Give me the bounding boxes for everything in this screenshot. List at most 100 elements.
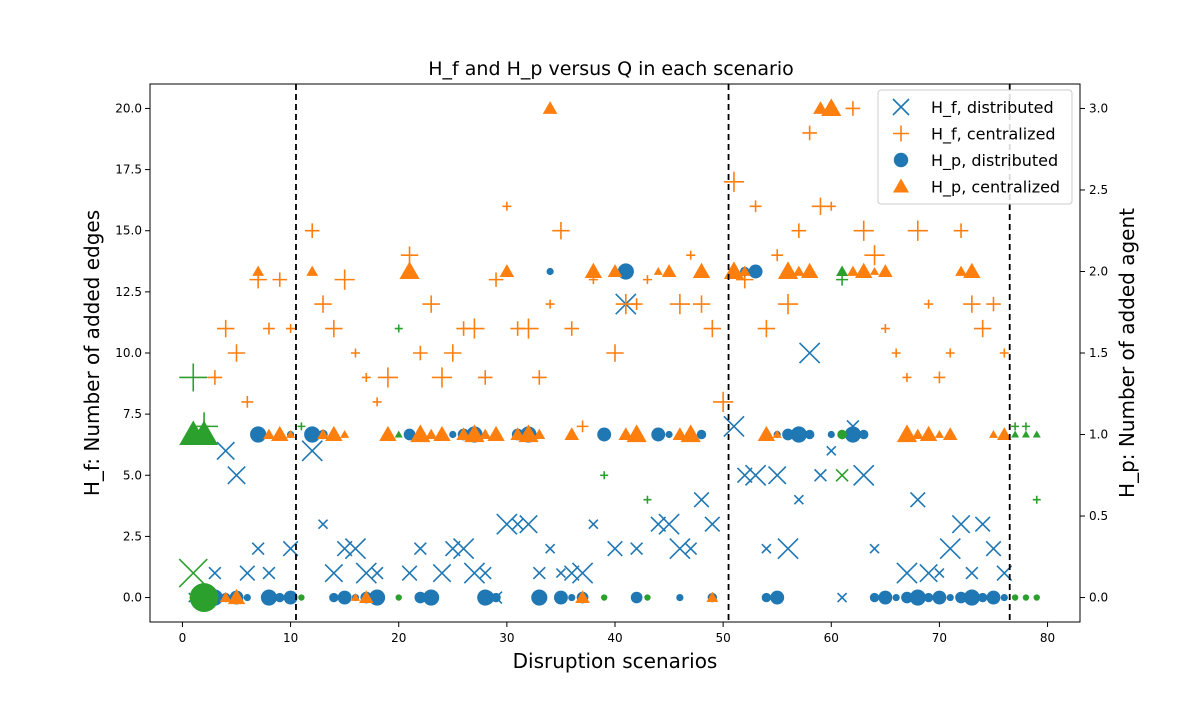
data-point bbox=[518, 424, 539, 443]
data-point bbox=[985, 540, 1002, 557]
data-point bbox=[576, 420, 589, 433]
data-point bbox=[568, 593, 576, 602]
data-point bbox=[600, 471, 609, 480]
data-point bbox=[286, 430, 296, 438]
data-point bbox=[757, 319, 776, 338]
data-point bbox=[488, 272, 504, 287]
data-point bbox=[804, 429, 815, 440]
data-point bbox=[934, 568, 945, 579]
data-point bbox=[425, 428, 438, 439]
x-tick-label: 10 bbox=[283, 631, 298, 645]
series-0 bbox=[188, 293, 1013, 605]
data-point bbox=[250, 426, 267, 443]
data-point bbox=[1032, 495, 1041, 504]
data-point bbox=[955, 591, 967, 604]
data-point bbox=[653, 266, 663, 275]
data-point bbox=[532, 566, 546, 580]
data-point bbox=[394, 430, 403, 438]
data-point bbox=[334, 269, 355, 290]
data-point bbox=[870, 266, 880, 275]
data-point bbox=[518, 318, 539, 339]
data-point bbox=[262, 566, 276, 580]
data-point bbox=[496, 513, 518, 535]
data-point bbox=[630, 591, 643, 604]
data-point bbox=[546, 267, 554, 276]
data-point bbox=[377, 367, 399, 388]
data-point bbox=[452, 537, 475, 560]
data-point bbox=[350, 348, 360, 358]
data-point bbox=[777, 537, 799, 560]
data-point bbox=[1033, 594, 1040, 601]
data-point bbox=[433, 425, 451, 442]
data-point bbox=[770, 590, 785, 605]
data-point bbox=[324, 563, 344, 583]
data-point bbox=[923, 592, 934, 603]
data-point bbox=[973, 319, 992, 338]
data-point bbox=[275, 592, 285, 603]
left-y-tick-label: 17.5 bbox=[115, 163, 142, 177]
data-point bbox=[692, 262, 711, 279]
left-y-axis-label: H_f: Number of added edges bbox=[80, 210, 104, 496]
data-point bbox=[782, 428, 794, 441]
data-point bbox=[361, 372, 371, 382]
data-point bbox=[901, 591, 913, 604]
right-y-tick-label: 1.5 bbox=[1089, 346, 1108, 360]
x-tick-label: 40 bbox=[607, 631, 622, 645]
data-point bbox=[403, 428, 416, 441]
data-point bbox=[301, 440, 323, 462]
data-point bbox=[997, 427, 1012, 440]
data-point bbox=[999, 348, 1009, 358]
data-point bbox=[306, 265, 319, 276]
data-point bbox=[571, 562, 594, 584]
data-point bbox=[369, 589, 386, 606]
data-point bbox=[665, 430, 673, 439]
data-point bbox=[606, 344, 624, 362]
legend: H_f, distributed H_f, centralized H_p, dis… bbox=[877, 89, 1073, 205]
data-point bbox=[793, 494, 804, 505]
data-point bbox=[463, 562, 486, 584]
data-point bbox=[835, 468, 849, 482]
x-tick-label: 80 bbox=[1040, 631, 1055, 645]
data-point bbox=[477, 589, 494, 606]
data-point bbox=[878, 590, 893, 605]
data-point bbox=[414, 591, 427, 604]
data-point bbox=[282, 540, 299, 557]
data-point bbox=[510, 427, 525, 440]
left-y-tick-label: 10.0 bbox=[115, 346, 142, 360]
data-point bbox=[314, 295, 332, 313]
data-point bbox=[600, 594, 608, 601]
data-point bbox=[974, 516, 991, 533]
x-tick-label: 70 bbox=[932, 631, 947, 645]
data-point bbox=[644, 594, 651, 601]
data-point bbox=[491, 592, 501, 603]
data-point bbox=[325, 319, 343, 338]
data-point bbox=[953, 223, 969, 239]
data-point bbox=[545, 299, 555, 309]
data-point bbox=[227, 344, 246, 362]
left-y-tick-label: 12.5 bbox=[115, 285, 142, 299]
data-point bbox=[821, 98, 842, 117]
x-tick-label: 0 bbox=[179, 631, 187, 645]
data-point bbox=[401, 565, 418, 581]
data-point bbox=[811, 197, 830, 215]
data-point bbox=[869, 592, 880, 603]
data-point bbox=[216, 441, 235, 461]
legend-label: H_f, distributed bbox=[931, 98, 1054, 118]
data-point bbox=[317, 428, 329, 439]
data-point bbox=[757, 425, 776, 442]
data-point bbox=[584, 262, 603, 279]
data-point bbox=[696, 429, 707, 440]
data-point bbox=[394, 324, 403, 333]
data-point bbox=[837, 429, 847, 440]
left-y-tick-label: 15.0 bbox=[115, 224, 142, 238]
data-point bbox=[410, 424, 431, 443]
data-point bbox=[340, 430, 350, 438]
data-point bbox=[179, 363, 208, 392]
data-point bbox=[502, 201, 512, 211]
data-point bbox=[532, 370, 547, 385]
data-point bbox=[827, 430, 835, 439]
data-point bbox=[836, 265, 849, 276]
data-point bbox=[855, 262, 873, 279]
